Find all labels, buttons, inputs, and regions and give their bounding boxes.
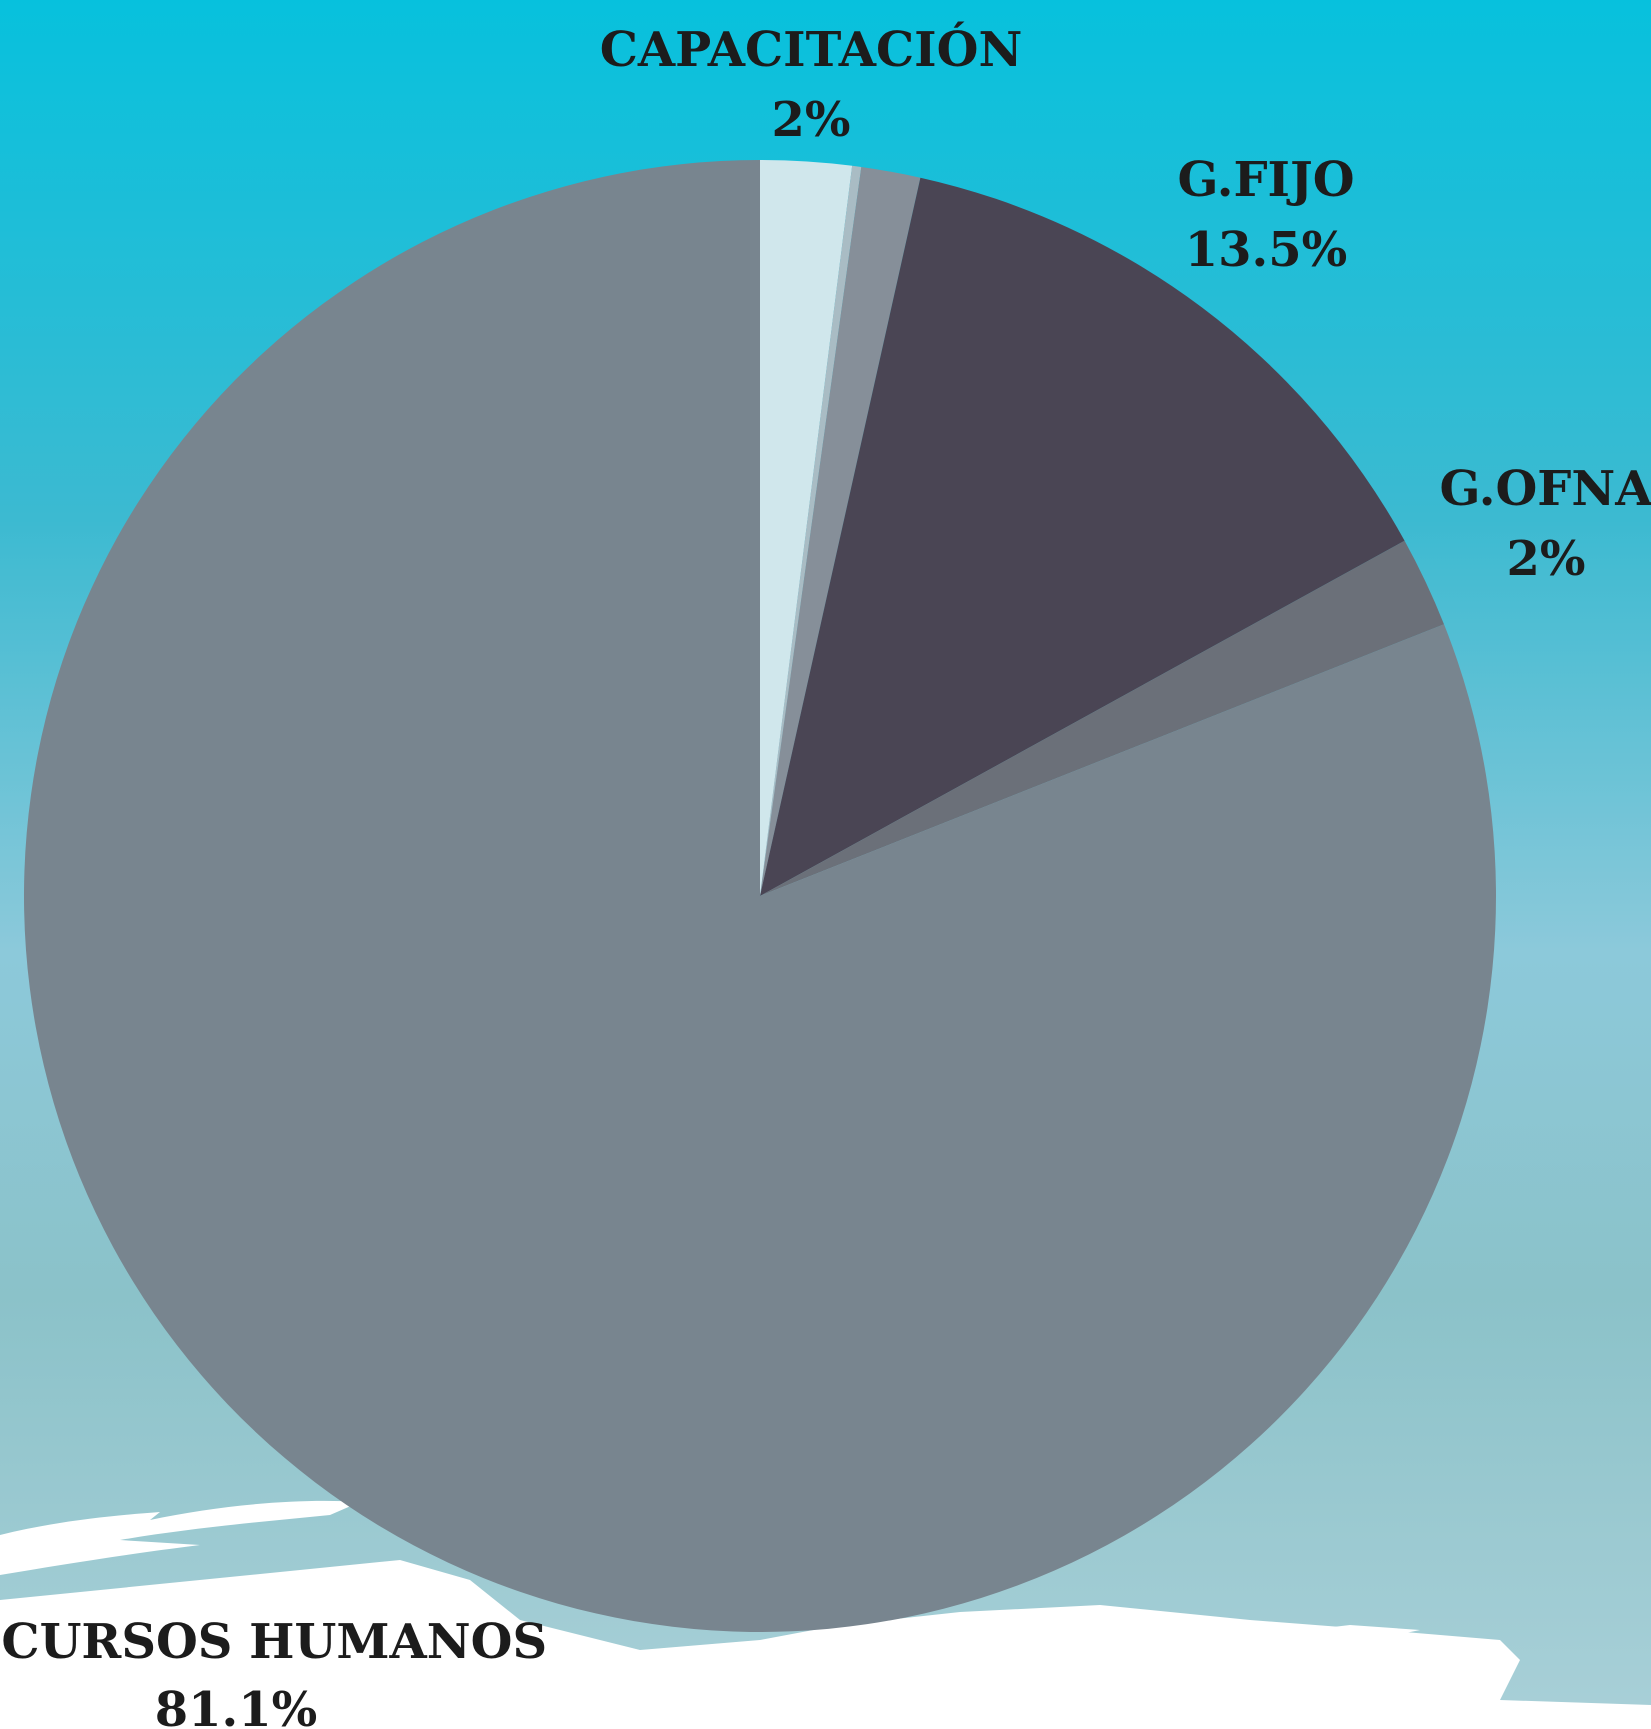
pie-slice-capacitaci-n — [760, 160, 853, 896]
slice-value-gfijo: 13.5% — [1185, 222, 1348, 278]
brush-stroke-decoration — [0, 1500, 1651, 1729]
slice-value-capacitacion: 2% — [771, 92, 850, 148]
pie-slice-g-fijo — [760, 177, 1405, 896]
slice-label-capacitacion: CAPACITACIÓN — [600, 20, 1023, 78]
slice-labels: CAPACITACIÓN 2% G.FIJO 13.5% G.OFNA 2% R… — [0, 20, 1651, 1729]
pie-slice-recursos-humanos — [23, 160, 1496, 1632]
pie-slices — [23, 160, 1496, 1632]
pie-slice-unlabeled-1 — [760, 165, 862, 897]
slice-label-recursos-humanos: RECURSOS HUMANOS — [0, 1614, 547, 1670]
slice-label-gfijo: G.FIJO — [1177, 152, 1354, 208]
slice-value-gofna: 2% — [1506, 531, 1585, 587]
slice-label-gofna: G.OFNA — [1440, 461, 1651, 517]
pie-slice-g-ofna — [760, 540, 1444, 896]
slice-value-recursos-humanos: 81.1% — [155, 1682, 318, 1729]
pie-slice-unlabeled-2 — [760, 167, 921, 896]
